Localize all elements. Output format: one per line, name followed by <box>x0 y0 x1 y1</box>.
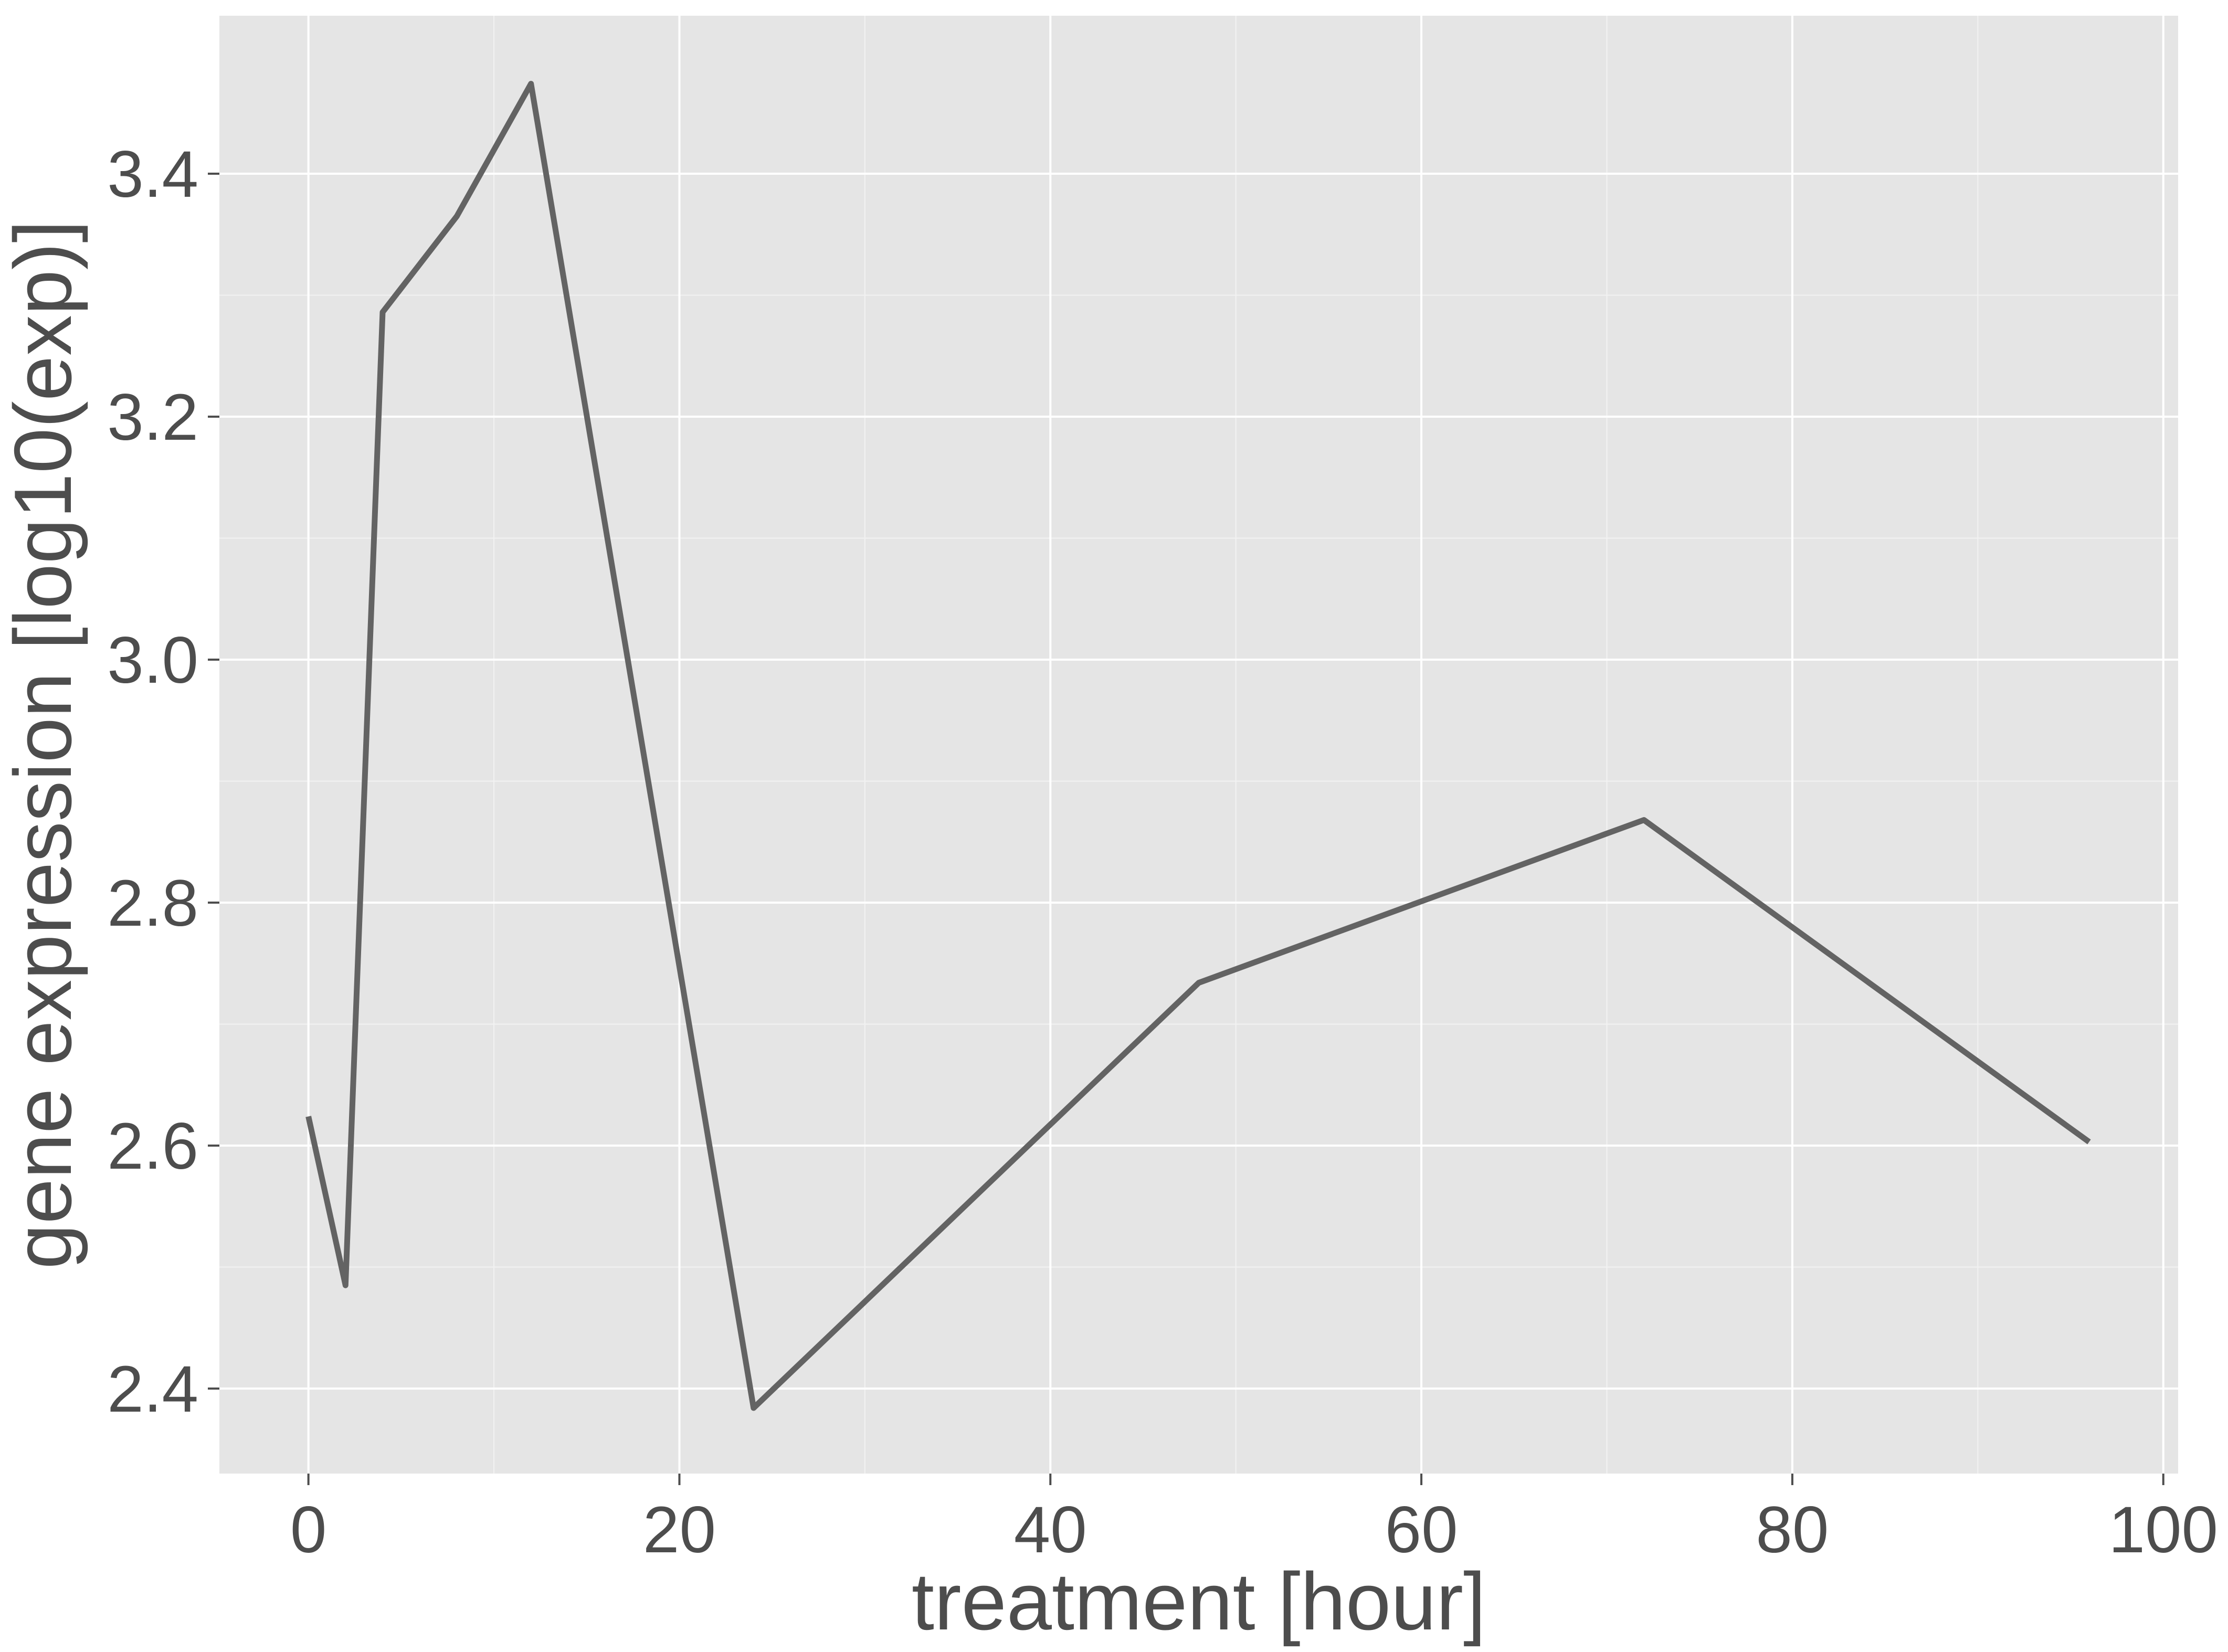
y-axis-title: gene expression [log10(exp)] <box>0 220 88 1269</box>
y-tick-label: 2.4 <box>107 1353 198 1426</box>
x-tick-label: 0 <box>290 1494 327 1566</box>
major-gridlines <box>219 16 2178 1474</box>
x-tick-label: 20 <box>643 1494 716 1566</box>
y-tick-label: 3.2 <box>107 381 198 454</box>
series-layer <box>305 81 2091 1411</box>
plot-panel <box>219 16 2178 1474</box>
y-tick-label: 2.6 <box>107 1110 198 1183</box>
x-tick-label: 60 <box>1385 1494 1458 1566</box>
y-tick-label: 2.8 <box>107 867 198 940</box>
y-tick-label: 3.4 <box>107 138 198 211</box>
y-tick-label: 3.0 <box>107 624 198 697</box>
tick-labels: 0 20 40 60 80 100 2.4 2.6 2.8 3.0 3.2 3.4 <box>107 138 2218 1566</box>
minor-gridlines <box>219 16 2178 1474</box>
series-line <box>305 81 2091 1411</box>
x-axis-title: treatment [hour] <box>912 1556 1486 1647</box>
x-tick-label: 100 <box>2108 1494 2218 1566</box>
x-tick-label: 40 <box>1014 1494 1087 1566</box>
axis-ticks <box>208 172 2164 1485</box>
x-tick-label: 80 <box>1756 1494 1829 1566</box>
